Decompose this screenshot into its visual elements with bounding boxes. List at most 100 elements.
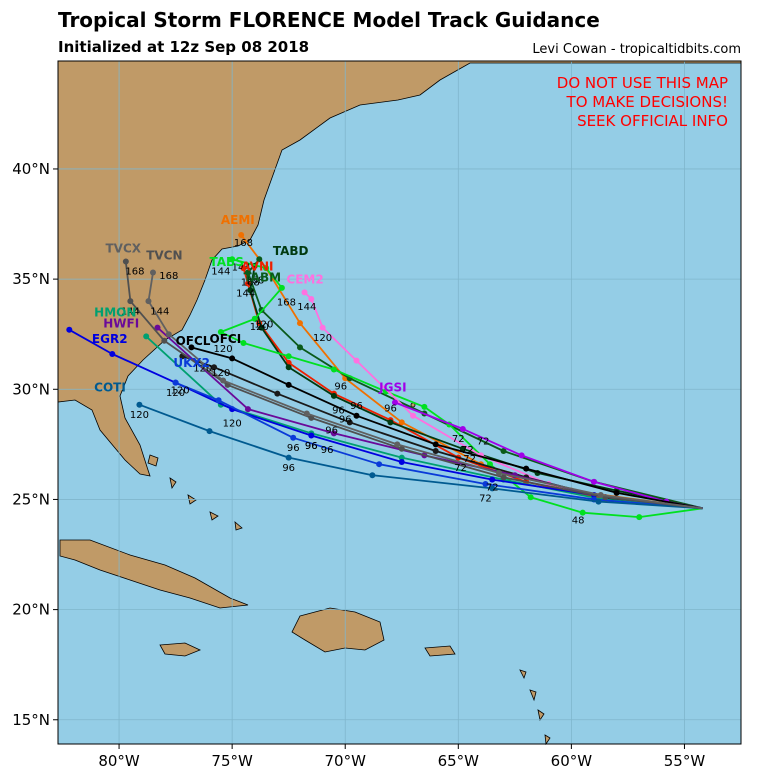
forecast-hour-label: 72 [461, 445, 474, 456]
forecast-hour-label: 72 [454, 463, 467, 474]
model-name-label: TABD [273, 244, 309, 258]
track-point [459, 445, 466, 452]
track-point [240, 340, 247, 347]
track-point [369, 472, 376, 479]
lon-tick-label: 55°W [664, 752, 706, 768]
forecast-hour-label: 72 [479, 494, 492, 505]
model-name-label: CEM2 [286, 273, 323, 287]
warning-line: TO MAKE DECISIONS! [566, 93, 728, 111]
track-point [66, 326, 73, 333]
forecast-hour-label: 168 [234, 238, 253, 249]
model-tracks [66, 232, 703, 521]
track-point [258, 324, 265, 331]
lat-tick-label: 40°N [12, 160, 50, 178]
track-point [636, 514, 643, 521]
model-name-label: EGR2 [92, 332, 128, 346]
forecast-hour-label: 72 [477, 436, 490, 447]
track-point [330, 430, 337, 437]
forecast-hour-label: 120 [313, 333, 332, 344]
track-point [482, 481, 489, 488]
forecast-hour-label: 120 [223, 419, 242, 430]
track-point [595, 498, 602, 505]
forecast-hour-label: 120 [254, 320, 273, 331]
track-point [398, 458, 405, 465]
forecast-hour-label: 96 [287, 443, 300, 454]
forecast-hour-label: 72 [486, 483, 499, 494]
forecast-hour-label: 168 [245, 276, 264, 287]
chart-title: Tropical Storm FLORENCE Model Track Guid… [58, 8, 600, 32]
track-point [136, 401, 143, 408]
forecast-hour-label: 144 [297, 302, 316, 313]
puerto-rico-land [424, 645, 456, 657]
track-point [220, 377, 227, 384]
lat-tick-label: 35°N [12, 270, 50, 288]
forecast-hour-label: 168 [159, 271, 178, 282]
track-point [251, 315, 258, 322]
warning-text: DO NOT USE THIS MAP TO MAKE DECISIONS! S… [557, 74, 728, 131]
lat-tick-label: 15°N [12, 711, 50, 729]
model-name-label: TABM [243, 270, 281, 284]
land-masses [57, 60, 742, 746]
forecast-hour-label: 120 [193, 364, 212, 375]
model-name-label: COTI [94, 380, 126, 394]
longitude-labels: 80°W 75°W 70°W 65°W 60°W 55°W [98, 744, 705, 768]
track-point [301, 289, 308, 296]
forecast-hour-label: 96 [305, 441, 318, 452]
track-point [523, 465, 530, 472]
bahamas-islands [147, 454, 243, 531]
track-point [285, 353, 292, 360]
track-point [238, 232, 245, 239]
track-point [398, 454, 405, 461]
credit-text: Levi Cowan - tropicaltidbits.com [532, 42, 741, 57]
track-point [330, 392, 337, 399]
track-point [109, 351, 116, 358]
lat-tick-label: 30°N [12, 380, 50, 398]
track-point [161, 337, 168, 344]
forecast-hour-label: 144 [232, 262, 251, 273]
track-point [527, 494, 534, 501]
track-point [143, 333, 150, 340]
cuba-land [59, 539, 249, 609]
track-point [229, 256, 236, 263]
track-point [285, 454, 292, 461]
track-point [346, 419, 353, 426]
forecast-hour-label: 72 [463, 454, 476, 465]
forecast-hour-labels: 1687296120144168729612016896144481201441… [121, 238, 585, 527]
forecast-hour-label: 120 [214, 344, 233, 355]
track-line [219, 258, 703, 518]
track-point [398, 419, 405, 426]
track-point [244, 269, 251, 276]
forecast-hour-label: 96 [325, 425, 338, 436]
forecast-hour-label: 96 [384, 403, 397, 414]
track-point [353, 412, 360, 419]
model-name-label: TVCN [146, 248, 182, 262]
forecast-hour-label: 96 [334, 381, 347, 392]
track-point [303, 410, 310, 417]
map-frame [57, 60, 742, 745]
track-point [215, 397, 222, 404]
forecast-hour-label: 120 [250, 322, 269, 333]
track-point [500, 447, 507, 454]
forecast-hour-label: 120 [130, 410, 149, 421]
model-name-label: AEMI [221, 213, 255, 227]
track-point [229, 355, 236, 362]
forecast-hour-label: 96 [339, 414, 352, 425]
forecast-hour-label: 96 [321, 445, 334, 456]
forecast-hour-label: 96 [305, 441, 318, 452]
track-point [410, 412, 417, 419]
track-point [398, 445, 405, 452]
track-point [240, 265, 247, 272]
track-point [188, 344, 195, 351]
track-point [127, 298, 134, 305]
lon-tick-label: 60°W [551, 752, 593, 768]
track-point [590, 478, 597, 485]
model-name-label: HMON [94, 306, 136, 320]
track-point [244, 406, 251, 413]
jamaica-land [159, 642, 202, 657]
model-name-label: OFCI [210, 332, 242, 346]
track-point [274, 390, 281, 397]
track-point [518, 452, 525, 459]
forecast-hour-label: 96 [350, 401, 363, 412]
